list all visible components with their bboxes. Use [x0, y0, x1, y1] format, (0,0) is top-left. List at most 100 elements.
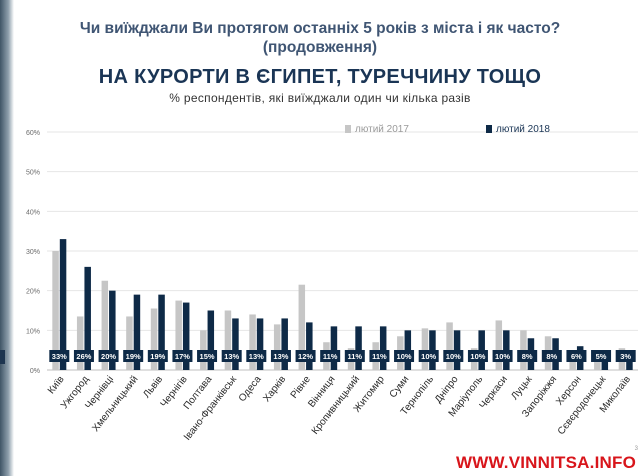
data-label: 8%: [546, 352, 557, 361]
left-edge-strip: [0, 0, 14, 476]
y-tick-label: 0%: [30, 368, 40, 375]
data-label: 6%: [571, 352, 582, 361]
bar-2017: [273, 324, 281, 370]
category-label: Львів: [141, 374, 165, 400]
bar-2017: [249, 314, 256, 370]
data-label-box: [541, 350, 562, 362]
category-label: Рівне: [289, 374, 314, 401]
y-tick-label: 30%: [26, 249, 40, 256]
data-label-box: [123, 350, 144, 362]
continuation-title: (продовження): [262, 39, 378, 56]
bar-2017: [421, 328, 429, 370]
data-label-box: [517, 350, 538, 362]
bar-2018: [84, 266, 91, 370]
data-label-box: [418, 350, 439, 362]
data-label: 15%: [200, 352, 215, 361]
data-label-box: [270, 350, 291, 362]
bar-2017: [224, 310, 232, 370]
bar-2018: [306, 322, 313, 370]
data-label: 8%: [522, 352, 533, 361]
bar-2017: [569, 358, 576, 370]
data-label-box: [147, 350, 168, 362]
left-edge-marker: [0, 350, 5, 364]
site-watermark: WWW.VINNITSA.INFO: [456, 453, 636, 472]
y-tick-label: 60%: [26, 130, 40, 137]
bar-2017: [101, 280, 109, 370]
bar-2018: [379, 326, 387, 370]
legend-label: лютий 2017: [355, 124, 409, 135]
data-label: 13%: [249, 352, 264, 361]
data-label-box: [221, 350, 242, 362]
data-label: 19%: [150, 352, 165, 361]
question-title: Чи виїжджали Ви протягом останніх 5 рокі…: [79, 20, 561, 37]
bar-2017: [126, 316, 133, 370]
y-tick-label: 20%: [26, 289, 40, 296]
data-label-box: [591, 350, 612, 362]
data-label: 12%: [298, 352, 313, 361]
data-label-box: [172, 350, 193, 362]
bar-2018: [109, 290, 116, 370]
bar-2017: [150, 308, 158, 370]
bar-2018: [59, 239, 67, 370]
data-label: 20%: [101, 352, 116, 361]
bar-2018: [330, 326, 338, 370]
bar-2017: [446, 322, 453, 370]
data-label-box: [320, 350, 341, 362]
bar-2017: [594, 362, 601, 370]
data-label: 11%: [372, 352, 387, 361]
bar-2018: [281, 318, 288, 370]
data-label: 10%: [446, 352, 461, 361]
page-number: 3: [634, 446, 638, 452]
bar-2018: [232, 318, 239, 370]
category-label: Хмельницький: [90, 374, 140, 434]
data-label-box: [344, 350, 365, 362]
bar-2018: [355, 326, 362, 370]
data-label-box: [73, 350, 94, 362]
data-label: 10%: [421, 352, 436, 361]
bar-2017: [175, 300, 182, 370]
chart-subtitle: % респондентів, які виїжджали один чи кі…: [169, 91, 471, 105]
bar-2018: [626, 358, 633, 370]
data-label: 17%: [175, 352, 190, 361]
data-label-box: [615, 350, 636, 362]
data-label: 11%: [348, 352, 363, 361]
bar-2018: [133, 294, 141, 370]
data-label-box: [98, 350, 119, 362]
bar-2018: [207, 310, 215, 370]
data-label: 11%: [323, 352, 338, 361]
data-label: 3%: [620, 352, 631, 361]
category-label: Київ: [46, 374, 67, 396]
data-label-box: [492, 350, 513, 362]
legend-swatch: [486, 125, 492, 133]
bar-2017: [76, 316, 84, 370]
data-label: 26%: [76, 352, 91, 361]
data-label: 10%: [470, 352, 485, 361]
category-label: Одеса: [237, 374, 264, 404]
data-label-box: [394, 350, 415, 362]
data-label-box: [566, 350, 587, 362]
data-label-box: [467, 350, 488, 362]
bar-2017: [52, 251, 59, 370]
bar-2018: [158, 294, 165, 370]
data-label: 13%: [273, 352, 288, 361]
data-label-box: [295, 350, 316, 362]
data-label-box: [443, 350, 464, 362]
legend-label: лютий 2018: [496, 124, 550, 135]
legend-swatch: [345, 125, 351, 133]
data-label: 19%: [126, 352, 141, 361]
data-label-box: [369, 350, 390, 362]
topic-title: НА КУРОРТИ В ЄГИПЕТ, ТУРЕЧЧИНУ ТОЩО: [98, 66, 542, 88]
data-label-box: [246, 350, 267, 362]
y-tick-label: 40%: [26, 209, 40, 216]
data-label-box: [49, 350, 70, 362]
data-label: 10%: [397, 352, 412, 361]
bar-2017: [495, 320, 503, 370]
data-label: 33%: [52, 352, 67, 361]
data-label: 5%: [596, 352, 607, 361]
bar-2018: [256, 318, 264, 370]
bar-2018: [182, 302, 190, 370]
y-tick-label: 10%: [26, 328, 40, 335]
data-label: 13%: [224, 352, 239, 361]
y-tick-label: 50%: [26, 170, 40, 177]
